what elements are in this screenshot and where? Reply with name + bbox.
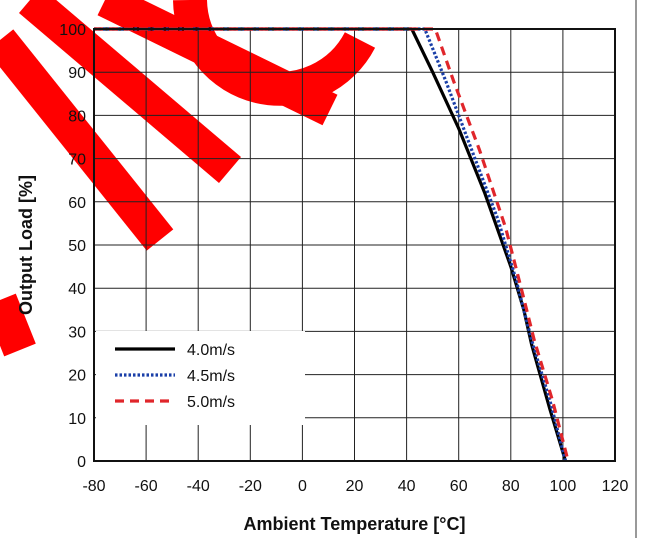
legend-label: 4.5m/s — [187, 368, 235, 385]
y-tick-label: 40 — [68, 281, 86, 298]
y-tick-label: 30 — [68, 324, 86, 341]
legend-label: 5.0m/s — [187, 394, 235, 411]
y-tick-label: 0 — [77, 454, 86, 471]
right-edge — [636, 0, 647, 538]
y-tick-label: 100 — [59, 22, 86, 39]
legend: 4.0m/s 4.5m/s 5.0m/s — [96, 331, 305, 425]
y-tick-label: 80 — [68, 108, 86, 125]
y-tick-labels: 0 10 20 30 40 50 60 70 80 90 100 — [59, 22, 86, 471]
x-tick-label: 60 — [450, 478, 468, 495]
y-tick-label: 10 — [68, 411, 86, 428]
x-tick-label: -40 — [187, 478, 210, 495]
x-tick-label: 20 — [346, 478, 364, 495]
y-tick-label: 90 — [68, 65, 86, 82]
x-tick-label: 40 — [398, 478, 416, 495]
series-line — [94, 27, 568, 462]
y-tick-label: 70 — [68, 152, 86, 169]
x-tick-label: 120 — [602, 478, 629, 495]
y-axis-title: Output Load [%] — [16, 175, 36, 315]
series-line — [94, 27, 568, 462]
series-line — [94, 27, 570, 462]
y-tick-label: 50 — [68, 238, 86, 255]
x-tick-label: 100 — [550, 478, 577, 495]
x-tick-label: -80 — [82, 478, 105, 495]
x-tick-label: -20 — [239, 478, 262, 495]
x-tick-label: 80 — [502, 478, 520, 495]
y-tick-label: 20 — [68, 368, 86, 385]
x-tick-label: -60 — [135, 478, 158, 495]
legend-label: 4.0m/s — [187, 342, 235, 359]
y-tick-label: 60 — [68, 195, 86, 212]
x-tick-label: 0 — [298, 478, 307, 495]
x-axis-title: Ambient Temperature [°C] — [244, 514, 466, 534]
series-lines — [94, 27, 570, 462]
legend-box — [96, 331, 305, 425]
watermark — [0, 0, 376, 357]
x-tick-labels: -80 -60 -40 -20 0 20 40 60 80 100 120 — [82, 478, 628, 495]
plot-frame — [93, 28, 616, 462]
